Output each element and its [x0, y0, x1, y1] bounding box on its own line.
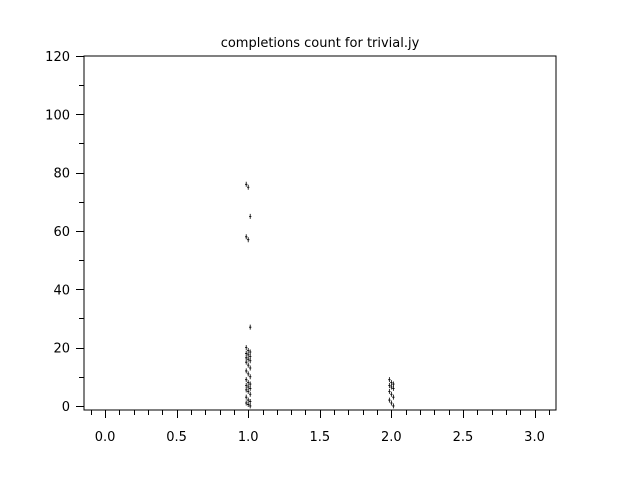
data-point	[247, 380, 250, 386]
data-point	[247, 397, 250, 403]
data-point	[392, 403, 395, 409]
y-tick-label: 60	[53, 225, 70, 240]
data-point	[245, 394, 248, 400]
x-axis: 0.0 0.5 1.0 1.5 2.0 2.5 3.0	[91, 410, 550, 445]
y-tick-label: 0	[62, 400, 70, 415]
data-point	[249, 353, 252, 359]
data-points	[245, 181, 395, 409]
data-point	[247, 401, 250, 407]
data-point	[245, 400, 248, 406]
data-point	[245, 383, 248, 389]
data-point	[247, 388, 250, 394]
y-tick-label: 120	[45, 50, 70, 65]
data-point	[388, 397, 391, 403]
data-point	[247, 348, 250, 354]
data-point	[392, 394, 395, 400]
data-point	[249, 324, 252, 330]
data-point	[249, 403, 252, 409]
data-point	[245, 377, 248, 383]
plot-frame	[83, 55, 557, 411]
y-tick-label: 20	[53, 342, 70, 357]
data-point	[249, 385, 252, 391]
data-point	[245, 387, 248, 393]
data-point	[249, 399, 252, 405]
chart-title: completions count for trivial.jy	[221, 36, 420, 51]
data-point	[245, 181, 248, 187]
data-point	[247, 356, 250, 362]
data-point	[249, 358, 252, 364]
x-tick-label: 2.5	[453, 430, 474, 445]
data-point	[390, 400, 393, 406]
data-point	[245, 359, 248, 365]
data-point	[247, 237, 250, 243]
y-axis: 0 20 40 60 80 100 120	[45, 50, 84, 415]
y-tick-label: 40	[53, 283, 70, 298]
data-point	[245, 234, 248, 240]
x-tick-label: 1.0	[238, 430, 259, 445]
data-point	[390, 380, 393, 386]
x-tick-label: 0.0	[95, 430, 116, 445]
data-point	[390, 391, 393, 397]
x-tick-label: 3.0	[524, 430, 545, 445]
data-point	[392, 381, 395, 387]
data-point	[247, 384, 250, 390]
data-point	[249, 381, 252, 387]
data-point	[249, 365, 252, 371]
data-point	[388, 388, 391, 394]
data-point	[249, 349, 252, 355]
data-point	[249, 391, 252, 397]
data-point	[247, 184, 250, 190]
data-point	[249, 213, 252, 219]
x-tick-label: 0.5	[166, 430, 187, 445]
data-point	[388, 377, 391, 383]
data-point	[247, 352, 250, 358]
data-point	[245, 355, 248, 361]
data-point	[245, 345, 248, 351]
data-point	[392, 385, 395, 391]
data-point	[245, 350, 248, 356]
data-point	[249, 374, 252, 380]
x-tick-label: 1.5	[309, 430, 330, 445]
data-point	[247, 362, 250, 368]
data-point	[247, 371, 250, 377]
y-tick-label: 80	[53, 167, 70, 182]
data-point	[390, 384, 393, 390]
y-tick-label: 100	[45, 108, 70, 123]
data-point	[245, 368, 248, 374]
x-tick-label: 2.0	[381, 430, 402, 445]
data-point	[388, 383, 391, 389]
